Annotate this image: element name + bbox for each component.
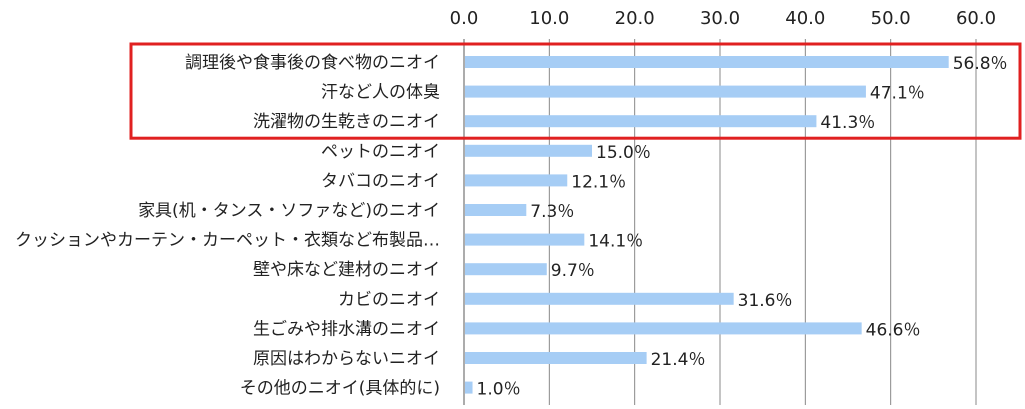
category-label: 家具(机・タンス・ソファなど)のニオイ: [138, 201, 440, 221]
data-label: 15.0％: [596, 143, 651, 163]
x-axis-ticks: 0.0 10.0 20.0 30.0 40.0 50.0 60.0: [450, 8, 996, 29]
bar: [465, 263, 547, 276]
x-tick-label: 0.0: [450, 8, 479, 29]
category-label: 調理後や食事後の食べ物のニオイ: [185, 53, 440, 73]
bar: [465, 204, 527, 216]
highlight-box: [129, 42, 1022, 140]
category-label: 壁や床など建材のニオイ: [253, 260, 440, 280]
x-tick-label: 60.0: [956, 8, 996, 29]
data-labels: 56.8％ 47.1％ 41.3％ 15.0％ 12.1％ 7.3％ 14.1％ 9.7％ 31…: [477, 54, 1008, 400]
category-label: ペットのニオイ: [321, 142, 440, 162]
bar: [465, 56, 949, 68]
category-label: 洗濯物の生乾きのニオイ: [253, 112, 440, 132]
bar: [465, 352, 647, 364]
category-label: 汗など人の体臭: [321, 83, 440, 103]
data-label: 14.1％: [588, 232, 643, 252]
data-label: 56.8％: [953, 54, 1008, 74]
data-label: 9.7％: [551, 261, 595, 281]
x-tick-label: 30.0: [700, 8, 740, 29]
data-label: 31.6％: [738, 291, 793, 311]
category-label: その他のニオイ(具体的に): [240, 379, 440, 399]
data-label: 1.0％: [477, 380, 521, 400]
bar: [465, 322, 862, 335]
data-label: 7.3％: [530, 202, 574, 222]
data-label: 46.6％: [866, 320, 921, 340]
data-label: 47.1％: [870, 84, 925, 104]
category-labels: 調理後や食事後の食べ物のニオイ汗など人の体臭洗濯物の生乾きのニオイペットのニオイ…: [15, 53, 440, 399]
category-label: カビのニオイ: [338, 290, 440, 310]
bar: [465, 85, 866, 98]
bar: [465, 144, 592, 157]
bar: [465, 292, 734, 305]
bar: [465, 115, 817, 128]
bar: [465, 381, 473, 394]
x-tick-label: 10.0: [529, 8, 569, 29]
data-label: 21.4％: [651, 350, 706, 370]
data-label: 41.3％: [820, 113, 875, 133]
bars: [465, 56, 949, 394]
data-label: 12.1％: [571, 172, 626, 192]
x-tick-label: 50.0: [871, 8, 911, 29]
bar: [465, 233, 585, 246]
category-label: 生ごみや排水溝のニオイ: [253, 319, 440, 339]
category-label: タバコのニオイ: [321, 171, 440, 191]
bar: [465, 174, 568, 187]
category-label: クッションやカーテン・カーペット・衣類など布製品…: [15, 231, 440, 251]
x-tick-label: 20.0: [615, 8, 655, 29]
grid-lines: [463, 39, 977, 405]
x-tick-label: 40.0: [785, 8, 825, 29]
category-label: 原因はわからないニオイ: [253, 349, 440, 369]
highlight-rectangle: [129, 42, 1022, 140]
